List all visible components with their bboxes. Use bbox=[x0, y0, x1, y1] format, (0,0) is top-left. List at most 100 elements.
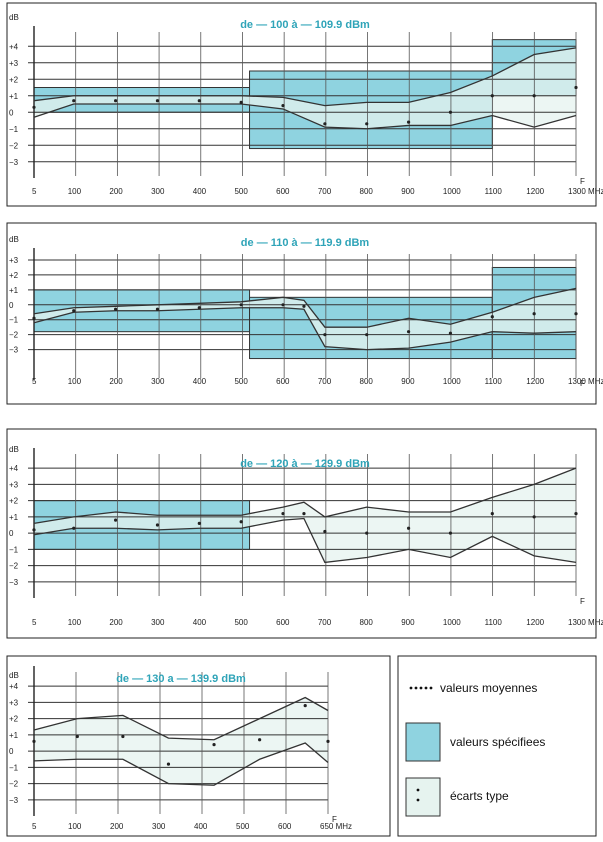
x-tick-label: 900 bbox=[401, 187, 415, 196]
legend-spec-label: valeurs spécifiees bbox=[450, 735, 545, 749]
y-tick-label: +2 bbox=[9, 497, 19, 506]
y-tick-label: +1 bbox=[9, 286, 19, 295]
y-tick-label: −1 bbox=[9, 763, 19, 772]
y-tick-label: 0 bbox=[9, 747, 14, 756]
x-tick-label: 100 bbox=[68, 822, 82, 831]
x-tick-label: 5 bbox=[32, 187, 37, 196]
y-tick-label: +2 bbox=[9, 715, 19, 724]
mean-point bbox=[32, 105, 36, 109]
legend-dot bbox=[414, 686, 418, 690]
y-tick-label: −1 bbox=[9, 545, 19, 554]
spread-line-lower bbox=[33, 307, 577, 351]
mean-point bbox=[406, 330, 411, 334]
mean-point bbox=[574, 85, 578, 90]
mean-point bbox=[72, 99, 76, 103]
chart-title: de — 110 à — 119.9 dBm bbox=[241, 237, 370, 249]
mean-point bbox=[155, 523, 160, 527]
y-tick-label: −3 bbox=[9, 796, 19, 805]
y-tick-label: 0 bbox=[9, 529, 14, 538]
x-tick-label: 400 bbox=[194, 822, 208, 831]
mean-point bbox=[72, 309, 76, 313]
x-tick-label: 1200 bbox=[526, 377, 544, 386]
spread-line-lower bbox=[33, 742, 329, 786]
legend-spec-swatch bbox=[405, 722, 441, 762]
x-tick-label: 600 bbox=[276, 377, 290, 386]
chart-title: de — 100 à — 109.9 dBm bbox=[240, 19, 370, 31]
mean-point bbox=[323, 529, 327, 534]
mean-point bbox=[281, 512, 285, 516]
x-tick-label: 600 bbox=[276, 618, 290, 627]
x-tick-label: 200 bbox=[109, 377, 123, 386]
spread-band bbox=[34, 47, 576, 129]
legend-dot bbox=[419, 686, 423, 690]
chart-panel-1: +4 +3 +2 +1 0 −1 −2 −3 5 100 200 300 400 500 600 700 800… bbox=[6, 2, 603, 207]
mean-point bbox=[32, 528, 36, 532]
x-tick-label: 300 bbox=[151, 618, 165, 627]
mean-point bbox=[239, 303, 243, 307]
x-tick-label: 200 bbox=[110, 822, 124, 831]
x-tick-label: 700 bbox=[318, 618, 332, 627]
x-tick-label: 700 bbox=[318, 377, 332, 386]
chart-frame bbox=[6, 655, 391, 837]
x-tick-label: 100 bbox=[68, 187, 82, 196]
y-tick-label: +1 bbox=[9, 92, 19, 101]
mean-point bbox=[114, 307, 118, 311]
mean-point bbox=[239, 100, 243, 104]
x-tick-label: 300 bbox=[151, 377, 165, 386]
x-tick-label: 300 bbox=[152, 822, 166, 831]
mean-point bbox=[32, 316, 36, 320]
mean-point bbox=[365, 333, 369, 337]
mean-point bbox=[448, 531, 453, 535]
x-tick-label: 800 bbox=[360, 377, 374, 386]
x-tick-label: 600 bbox=[278, 822, 292, 831]
y-tick-label: +1 bbox=[9, 731, 19, 740]
y-tick-label: +4 bbox=[9, 42, 19, 51]
x-tick-label: 300 bbox=[151, 187, 165, 196]
chart-frame bbox=[6, 428, 597, 639]
mean-point bbox=[490, 315, 494, 319]
legend-spread-swatch bbox=[405, 777, 441, 817]
x-axis-label: F bbox=[580, 597, 585, 606]
mean-point bbox=[326, 739, 330, 743]
legend-mean-label: valeurs moyennes bbox=[440, 681, 537, 695]
mean-point bbox=[197, 306, 201, 310]
mean-point bbox=[155, 99, 160, 103]
spread-line-upper bbox=[33, 47, 577, 107]
mean-point bbox=[302, 512, 306, 516]
y-tick-label: +2 bbox=[9, 271, 19, 280]
x-tick-label: 800 bbox=[360, 618, 374, 627]
mean-point bbox=[281, 104, 285, 108]
y-tick-label: +3 bbox=[9, 256, 19, 265]
legend-dot bbox=[429, 686, 433, 690]
x-tick-label: 1100 bbox=[485, 187, 503, 196]
y-tick-label: +3 bbox=[9, 480, 19, 489]
x-tick-label: 500 bbox=[234, 187, 248, 196]
x-tick-label: 600 bbox=[276, 187, 290, 196]
mean-point bbox=[121, 734, 125, 739]
mean-point bbox=[114, 518, 118, 522]
x-tick-label: 1000 bbox=[443, 618, 461, 627]
y-tick-label: −3 bbox=[9, 578, 19, 587]
y-axis-label: dB bbox=[9, 445, 19, 454]
y-tick-label: +4 bbox=[9, 682, 19, 691]
y-tick-label: +2 bbox=[9, 75, 19, 84]
mean-point bbox=[281, 303, 285, 307]
x-tick-label: 400 bbox=[193, 618, 207, 627]
x-axis-label: F bbox=[580, 177, 585, 186]
legend-frame bbox=[397, 655, 597, 837]
chart-title: de — 130 a — 139.9 dBm bbox=[116, 673, 246, 685]
x-axis-label: F bbox=[580, 379, 585, 388]
legend: valeurs moyennes valeurs spécifiees écarts… bbox=[397, 655, 597, 837]
mean-point bbox=[574, 312, 578, 316]
mean-point bbox=[574, 512, 578, 516]
x-tick-label: 1200 bbox=[526, 618, 544, 627]
x-tick-label: 5 bbox=[32, 618, 37, 627]
mean-point bbox=[75, 734, 79, 739]
y-tick-label: −1 bbox=[9, 316, 19, 325]
legend-dot bbox=[416, 798, 420, 802]
x-tick-label: 900 bbox=[401, 618, 415, 627]
legend-dot bbox=[416, 788, 420, 792]
y-tick-label: 0 bbox=[9, 301, 14, 310]
mean-point bbox=[212, 743, 216, 747]
